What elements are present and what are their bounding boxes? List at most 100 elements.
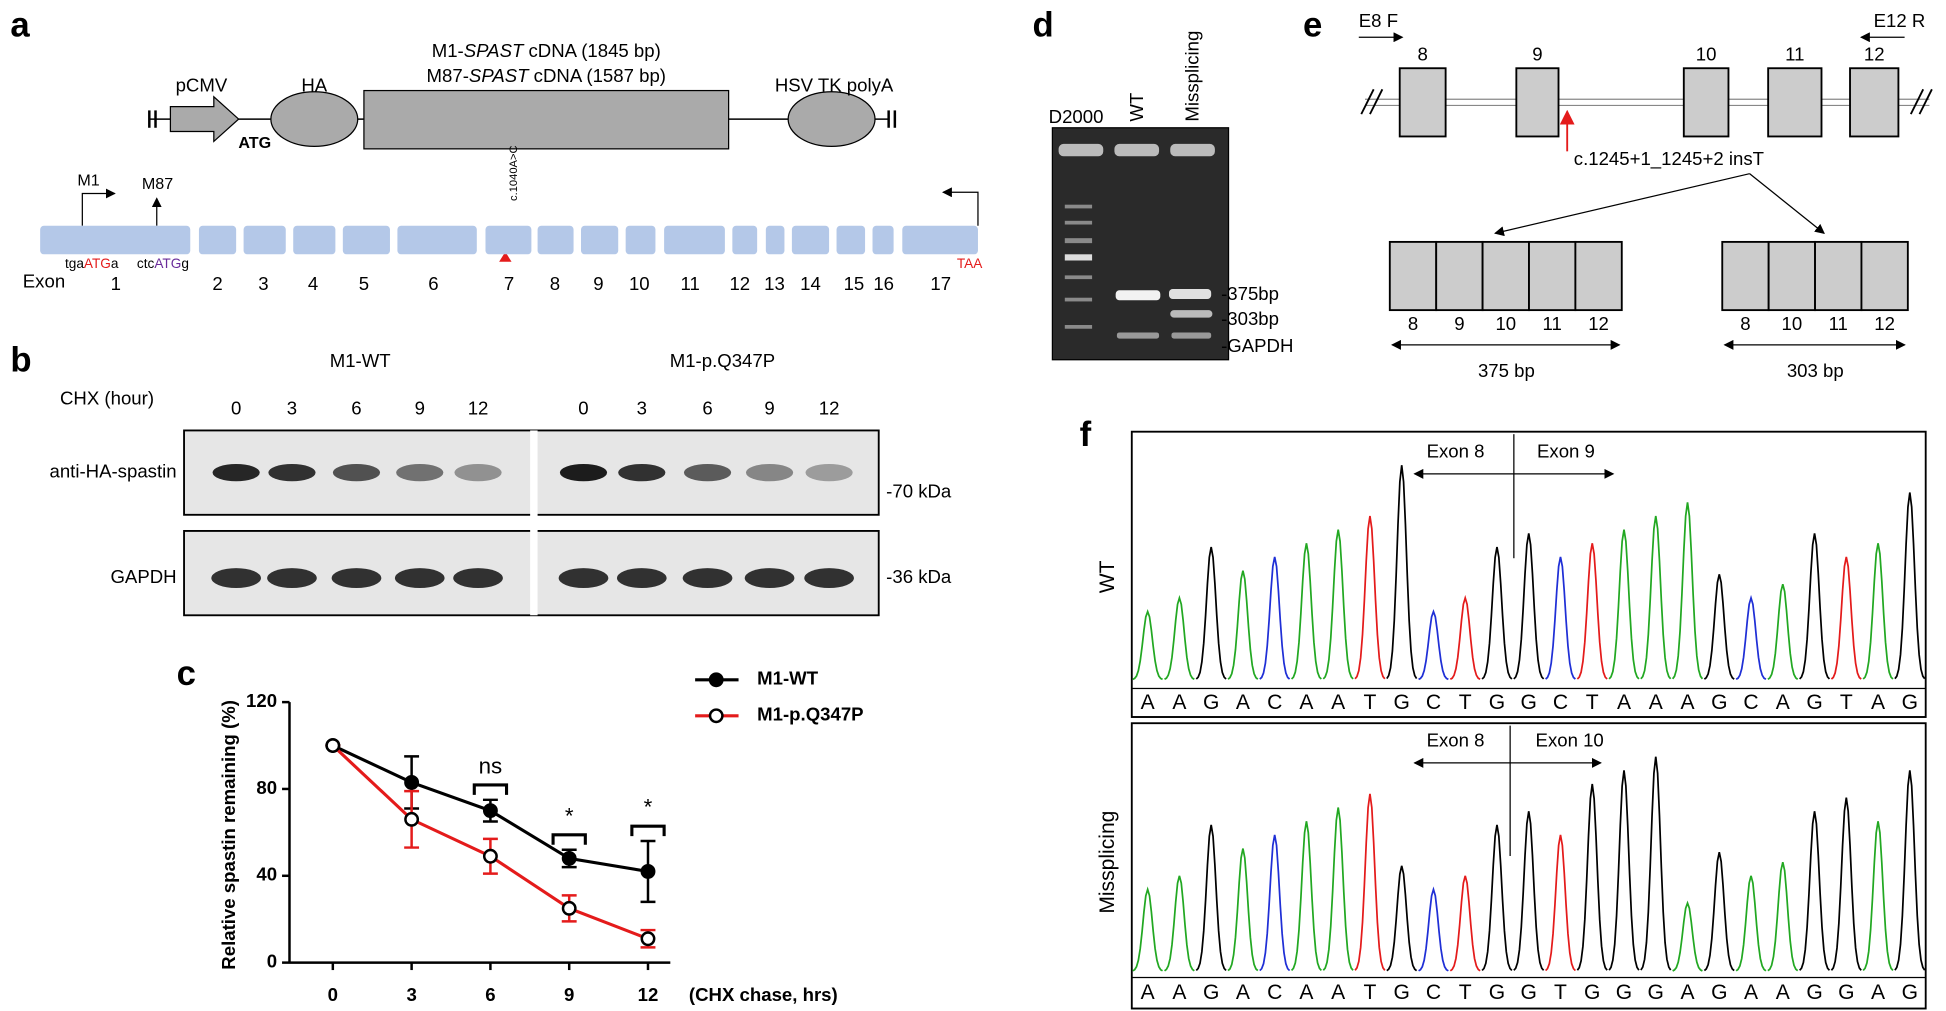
text-part: cDNA (1587 bp) (529, 65, 666, 86)
significance-label: ns (479, 753, 503, 778)
base-call: A (1744, 981, 1759, 1004)
exon-box (485, 225, 532, 255)
lane-label: Missplicing (1182, 31, 1203, 122)
exon-box (664, 225, 725, 255)
product-exon (1814, 240, 1863, 312)
band (268, 463, 316, 482)
base-call: A (1331, 691, 1346, 714)
product-exon (1388, 240, 1438, 312)
base-call: T (1364, 691, 1377, 714)
panel-label: a (10, 6, 30, 44)
panel-label: b (10, 341, 31, 379)
base-call: G (1838, 981, 1854, 1004)
exon-number: 10 (1782, 313, 1803, 334)
exon-number: 12 (1874, 313, 1895, 334)
exon-number: 9 (1532, 44, 1542, 65)
data-point (404, 811, 420, 827)
band (211, 568, 261, 588)
data-point (325, 738, 341, 753)
cdna-label: M87-SPAST cDNA (1587 bp) (427, 65, 666, 86)
band-label: -GAPDH (1221, 335, 1293, 356)
trace (1259, 556, 1767, 681)
exon-box (732, 225, 758, 255)
x-tick-label: 3 (406, 984, 416, 1005)
base-call: A (1649, 691, 1664, 714)
band (454, 463, 502, 482)
base-call: T (1459, 691, 1472, 714)
band (618, 463, 666, 482)
product-exon (1860, 240, 1909, 312)
y-tick-label: 120 (246, 690, 277, 711)
base-call: G (1648, 981, 1664, 1004)
data-point (640, 864, 656, 879)
base-call: T (1364, 981, 1377, 1004)
exon-number: 8 (1418, 44, 1428, 65)
band-label: -375bp (1221, 283, 1279, 304)
trace (1195, 756, 1926, 972)
band (616, 568, 667, 588)
exon-number: 7 (504, 273, 514, 294)
text-part: M87- (427, 65, 469, 86)
exon-number: 12 (729, 273, 750, 294)
stop-codon: TAA (957, 256, 983, 271)
band (212, 463, 260, 482)
junction-label: Exon 8 (1427, 441, 1485, 462)
exon-box (765, 225, 785, 255)
base-call: G (1902, 691, 1918, 714)
base-call: A (1680, 691, 1695, 714)
base-call: G (1806, 691, 1822, 714)
timepoint-label: 3 (287, 397, 297, 418)
y-axis-title: Relative spastin remaining (%) (218, 700, 239, 970)
text-part: SPAST (469, 65, 530, 86)
base-call: T (1554, 981, 1567, 1004)
exon-box (1515, 67, 1560, 138)
exon-number: 8 (1740, 313, 1750, 334)
product-exon (1435, 240, 1484, 312)
exon-box (537, 225, 574, 255)
exon-number: 10 (1495, 313, 1516, 334)
start-site-label: M87 (142, 175, 173, 193)
exon-box (243, 225, 286, 255)
base-call: G (1394, 691, 1410, 714)
band (267, 568, 317, 588)
base-call: C (1426, 691, 1441, 714)
base-call: A (1236, 691, 1251, 714)
exon-box (1849, 67, 1900, 138)
exon-box (872, 225, 894, 255)
base-call: A (1680, 981, 1695, 1004)
base-call: A (1236, 981, 1251, 1004)
primer-label: E8 F (1359, 10, 1398, 31)
exon-number: 10 (1696, 44, 1717, 65)
x-axis-title: (CHX chase, hrs) (689, 984, 838, 1005)
base-call: A (1871, 691, 1886, 714)
base-call: A (1331, 981, 1346, 1004)
text-part: a (111, 256, 119, 271)
band (331, 568, 382, 588)
tag-label: HA (301, 75, 327, 96)
primer-label: E12 R (1874, 10, 1926, 31)
base-call: A (1172, 981, 1187, 1004)
significance-bracket (472, 783, 509, 795)
chromatogram-frames (1130, 430, 1927, 1010)
x-tick-label: 12 (638, 984, 659, 1005)
band (559, 463, 608, 482)
base-call: G (1584, 981, 1600, 1004)
trace (1132, 502, 1894, 681)
band (396, 463, 444, 482)
start-context: tgaATGa (65, 256, 119, 271)
exon-box (1767, 67, 1823, 138)
x-tick-label: 9 (564, 984, 574, 1005)
y-tick-label: 40 (256, 864, 277, 885)
data-point (561, 850, 577, 866)
text-part: ATG (154, 256, 181, 271)
band (745, 463, 794, 482)
text-part: M1- (432, 40, 464, 61)
exon-number: 8 (550, 273, 560, 294)
timepoint-label: 0 (578, 397, 588, 418)
text-part: ATG (84, 256, 111, 271)
base-call: T (1459, 981, 1472, 1004)
exon-box (40, 225, 191, 255)
y-tick-label: 0 (267, 951, 277, 972)
